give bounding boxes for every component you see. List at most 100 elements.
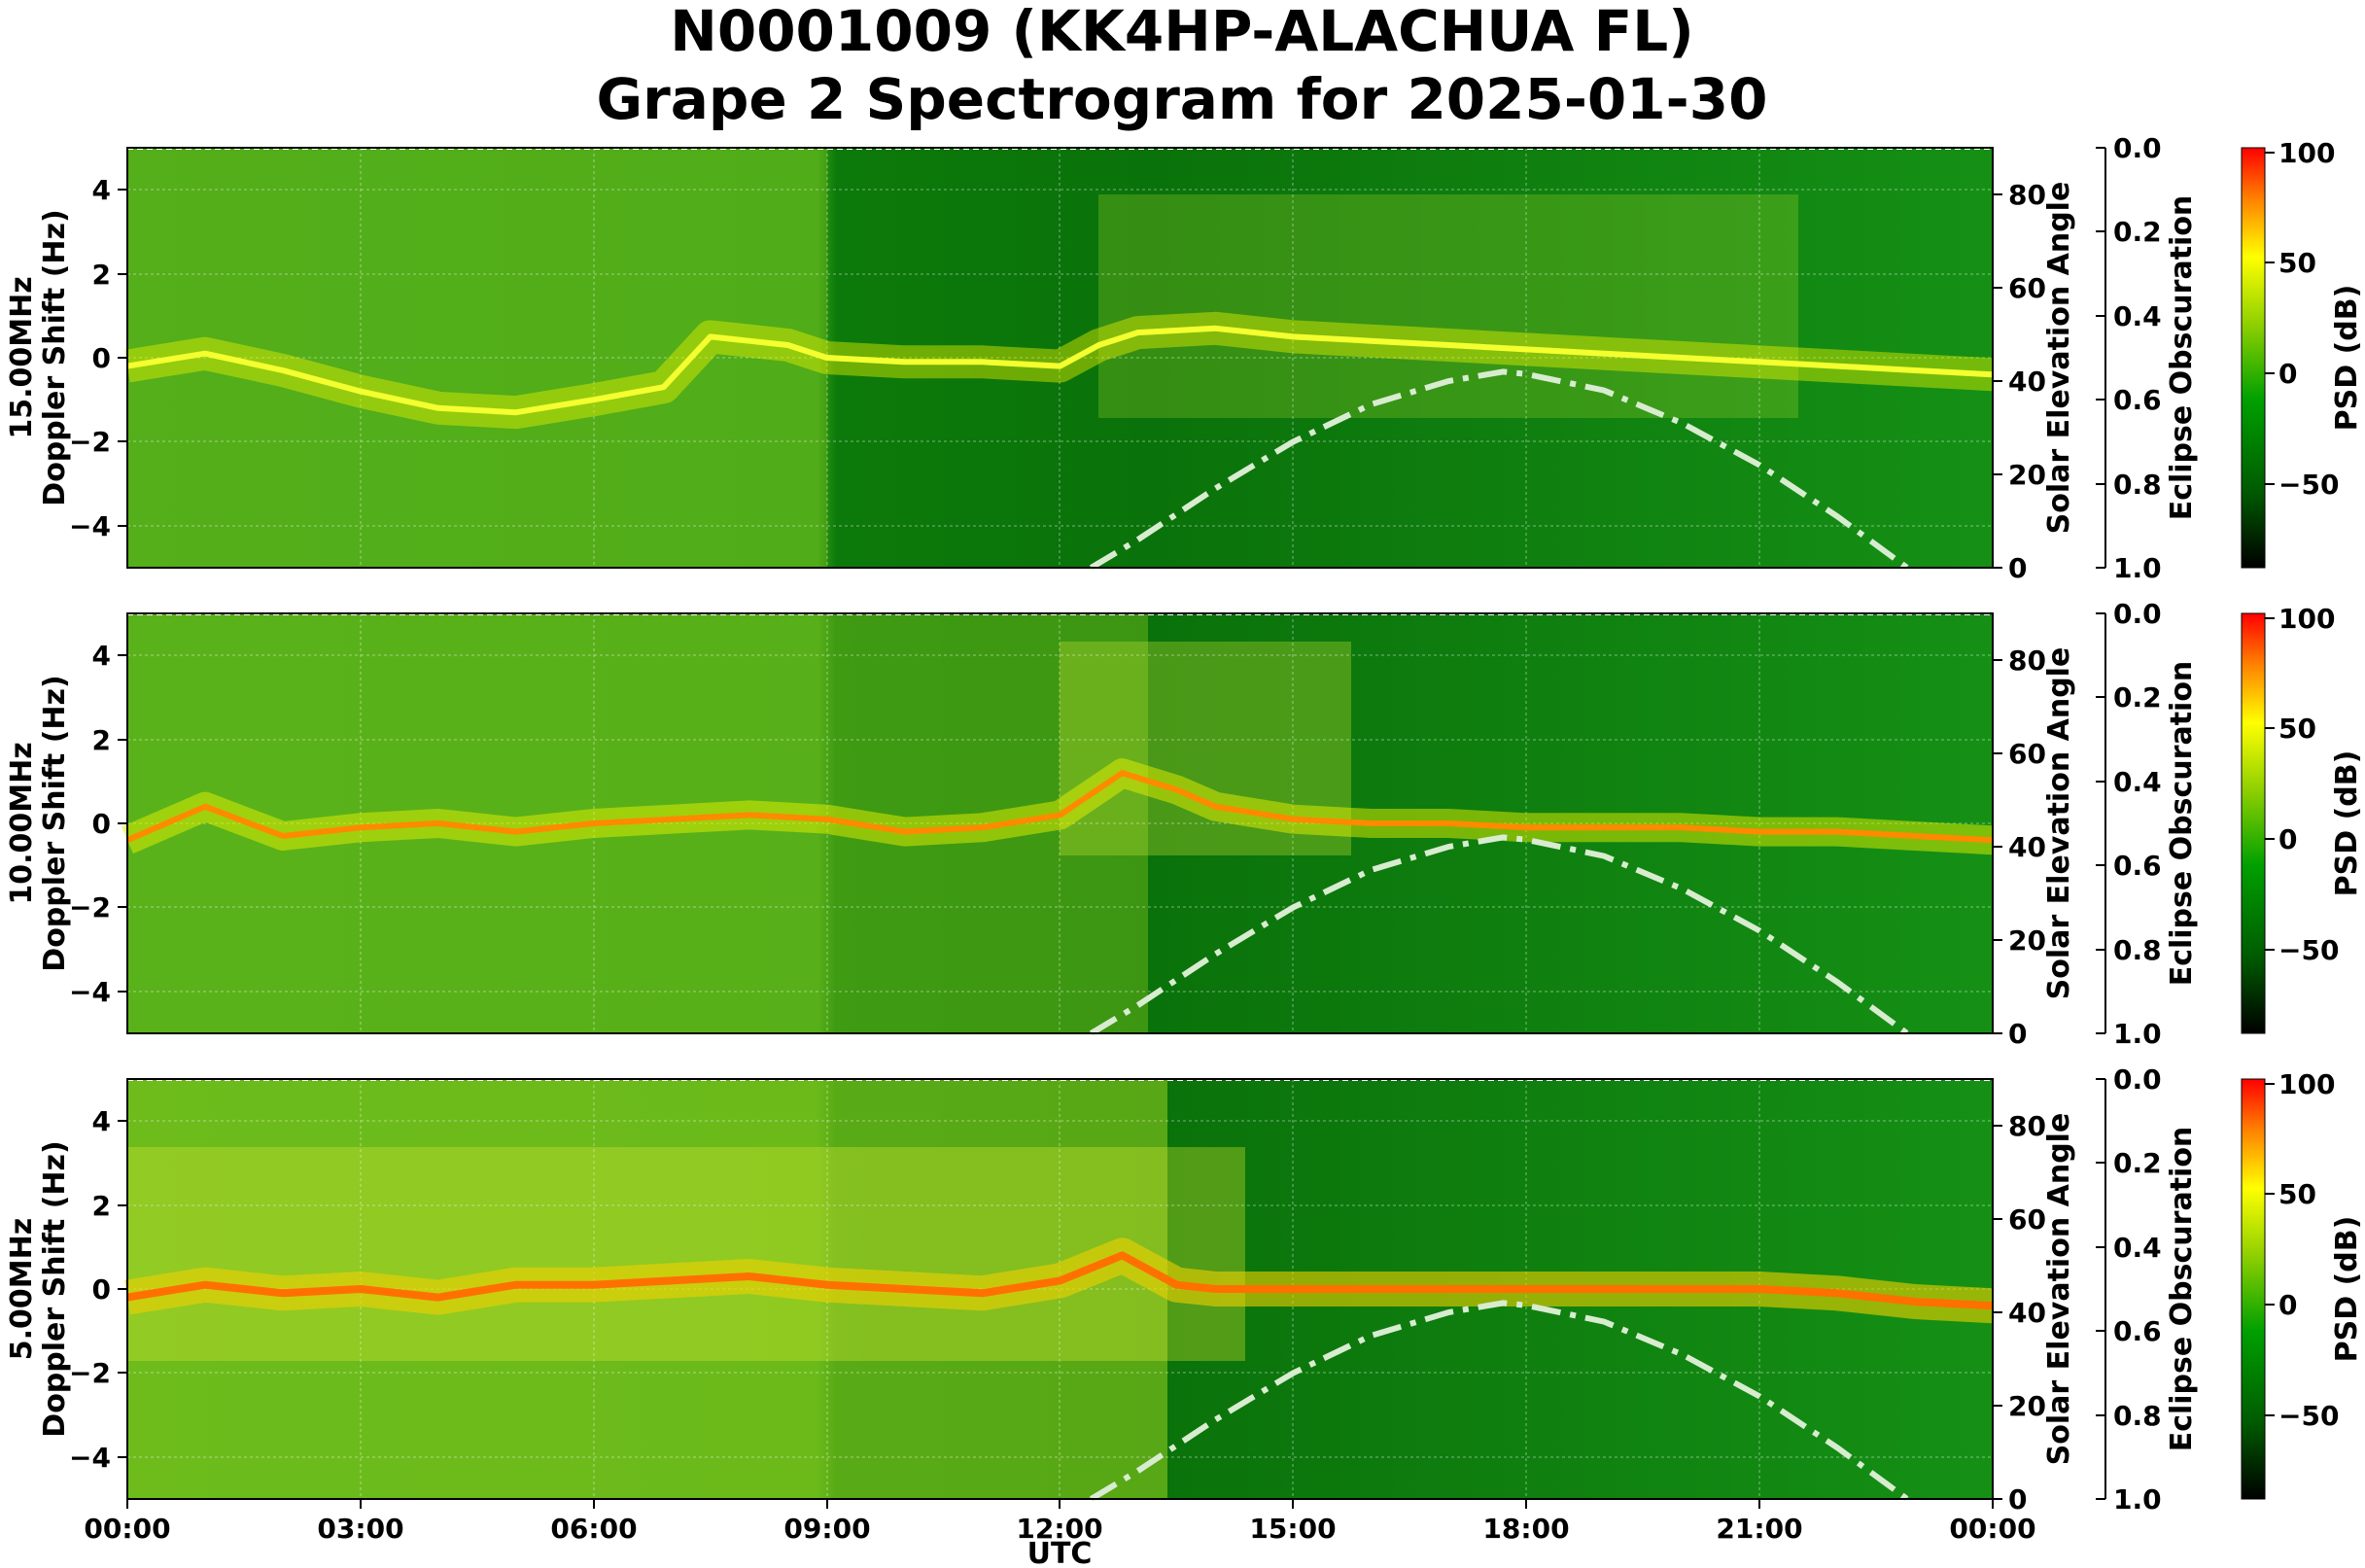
right-tick-label: 60 xyxy=(2008,272,2046,304)
night-noise-band xyxy=(127,148,827,568)
right-axis-label: Solar Elevation Angle xyxy=(2042,647,2076,1000)
colorbar-ticks xyxy=(2265,617,2275,951)
x-axis-label: UTC xyxy=(1027,1537,1093,1568)
right-tick-label: 60 xyxy=(2008,1203,2046,1236)
x-tick-label: 06:00 xyxy=(550,1513,637,1545)
eclipse-tick-label: 0.6 xyxy=(2113,850,2162,882)
chart-title-line2: Grape 2 Spectrogram for 2025-01-30 xyxy=(597,66,1768,132)
x-tick-label: 15:00 xyxy=(1249,1513,1336,1545)
y-tick-label: −2 xyxy=(69,891,111,923)
colorbar-tick-label: −50 xyxy=(2278,1400,2339,1432)
x-tick-label: 12:00 xyxy=(1016,1513,1102,1545)
right-tick-label: 60 xyxy=(2008,738,2046,770)
eclipse-axis-label: Eclipse Obscuration xyxy=(2165,1127,2199,1452)
y-axis-left xyxy=(118,654,127,993)
colorbar-ticks xyxy=(2265,152,2275,485)
eclipse-tick-label: 0.4 xyxy=(2113,766,2162,798)
doppler-trace xyxy=(125,770,1994,844)
colorbar-label: PSD (dB) xyxy=(2330,285,2364,432)
eclipse-axis xyxy=(2096,147,2106,569)
eclipse-axis-label: Eclipse Obscuration xyxy=(2165,195,2199,521)
right-axis-label: Solar Elevation Angle xyxy=(2042,182,2076,535)
chart-title-line1: N0001009 (KK4HP-ALACHUA FL) xyxy=(670,0,1693,64)
right-tick-label: 0 xyxy=(2008,552,2027,584)
y-tick-label: 4 xyxy=(92,174,111,206)
panel-10mhz: 4 2 0 −2 −4 10.00MHz Doppler Shift (Hz) … xyxy=(5,598,2364,1050)
colorbar xyxy=(2241,612,2266,1034)
y-axis-label: Doppler Shift (Hz) xyxy=(38,675,72,971)
y-tick-label: −4 xyxy=(69,510,111,542)
eclipse-tick-label: 0.2 xyxy=(2113,681,2162,714)
right-tick-label: 40 xyxy=(2008,831,2046,863)
right-tick-label: 40 xyxy=(2008,1297,2046,1329)
colorbar-tick-label: 50 xyxy=(2278,247,2316,279)
colorbar-tick-label: 100 xyxy=(2278,1068,2335,1100)
eclipse-tick-label: 0.0 xyxy=(2113,1063,2162,1096)
x-tick-label: 03:00 xyxy=(317,1513,403,1545)
colorbar-tick-label: 50 xyxy=(2278,713,2316,745)
doppler-trace xyxy=(126,325,1994,416)
colorbar-tick-label: −50 xyxy=(2278,469,2339,501)
eclipse-tick-label: 0.0 xyxy=(2113,132,2162,164)
right-tick-label: 20 xyxy=(2008,924,2046,957)
x-axis xyxy=(126,1499,1994,1509)
right-tick-label: 0 xyxy=(2008,1018,2027,1050)
y-axis-right xyxy=(1993,659,2002,1034)
right-axis-label: Solar Elevation Angle xyxy=(2042,1113,2076,1466)
y-axis-left xyxy=(118,189,127,527)
y-tick-label: 4 xyxy=(92,640,111,672)
panel-frequency-label: 10.00MHz xyxy=(5,742,39,904)
y-tick-label: 0 xyxy=(92,808,111,840)
colorbar-tick-label: 50 xyxy=(2278,1178,2316,1210)
y-axis-left xyxy=(118,1120,127,1458)
eclipse-tick-label: 1.0 xyxy=(2113,1483,2162,1516)
eclipse-tick-label: 0.2 xyxy=(2113,1147,2162,1179)
right-tick-label: 40 xyxy=(2008,366,2046,398)
colorbar-ticks xyxy=(2265,1083,2275,1416)
colorbar-label: PSD (dB) xyxy=(2330,1216,2364,1363)
colorbar xyxy=(2241,1078,2266,1500)
y-axis-right xyxy=(1993,1125,2002,1500)
y-tick-label: −2 xyxy=(69,426,111,458)
right-tick-label: 80 xyxy=(2008,645,2046,677)
colorbar-tick-label: −50 xyxy=(2278,934,2339,966)
panel-5mhz: 4 2 0 −2 −4 5.00MHz Doppler Shift (Hz) 8… xyxy=(5,1063,2364,1568)
eclipse-axis xyxy=(2096,1078,2106,1500)
right-tick-label: 20 xyxy=(2008,1390,2046,1422)
x-tick-label: 09:00 xyxy=(783,1513,870,1545)
x-tick-label: 00:00 xyxy=(84,1513,170,1545)
colorbar-label: PSD (dB) xyxy=(2330,750,2364,897)
y-tick-label: 0 xyxy=(92,1273,111,1306)
solar-elevation-curve xyxy=(1089,834,1909,1036)
panel-15mhz: 4 2 0 −2 −4 15.00MHz Doppler Shift (Hz) … xyxy=(5,132,2364,584)
eclipse-tick-label: 0.2 xyxy=(2113,216,2162,248)
right-tick-label: 20 xyxy=(2008,459,2046,491)
y-axis-right xyxy=(1993,193,2002,569)
eclipse-tick-label: 0.0 xyxy=(2113,598,2162,630)
right-tick-label: 80 xyxy=(2008,1110,2046,1142)
eclipse-tick-label: 1.0 xyxy=(2113,1018,2162,1050)
y-tick-label: −2 xyxy=(69,1357,111,1389)
doppler-trace xyxy=(126,1251,1994,1310)
solar-elevation-curve xyxy=(1089,1300,1909,1502)
eclipse-tick-label: 0.8 xyxy=(2113,934,2162,966)
right-tick-label: 0 xyxy=(2008,1483,2027,1516)
right-tick-label: 80 xyxy=(2008,179,2046,211)
ionospheric-haze xyxy=(1098,194,1798,418)
colorbar-tick-label: 0 xyxy=(2278,823,2297,855)
x-tick-label: 18:00 xyxy=(1482,1513,1569,1545)
y-axis-label: Doppler Shift (Hz) xyxy=(38,209,72,505)
eclipse-tick-label: 0.4 xyxy=(2113,1232,2162,1264)
y-tick-label: 2 xyxy=(92,724,111,756)
panel-frequency-label: 15.00MHz xyxy=(5,276,39,438)
y-tick-label: −4 xyxy=(69,976,111,1008)
eclipse-tick-label: 0.6 xyxy=(2113,1315,2162,1347)
colorbar-tick-label: 100 xyxy=(2278,603,2335,635)
y-axis-label: Doppler Shift (Hz) xyxy=(38,1140,72,1437)
eclipse-axis xyxy=(2096,612,2106,1034)
eclipse-axis-label: Eclipse Obscuration xyxy=(2165,661,2199,987)
x-tick-label: 00:00 xyxy=(1949,1513,2035,1545)
y-tick-label: −4 xyxy=(69,1442,111,1474)
eclipse-tick-label: 0.8 xyxy=(2113,469,2162,501)
